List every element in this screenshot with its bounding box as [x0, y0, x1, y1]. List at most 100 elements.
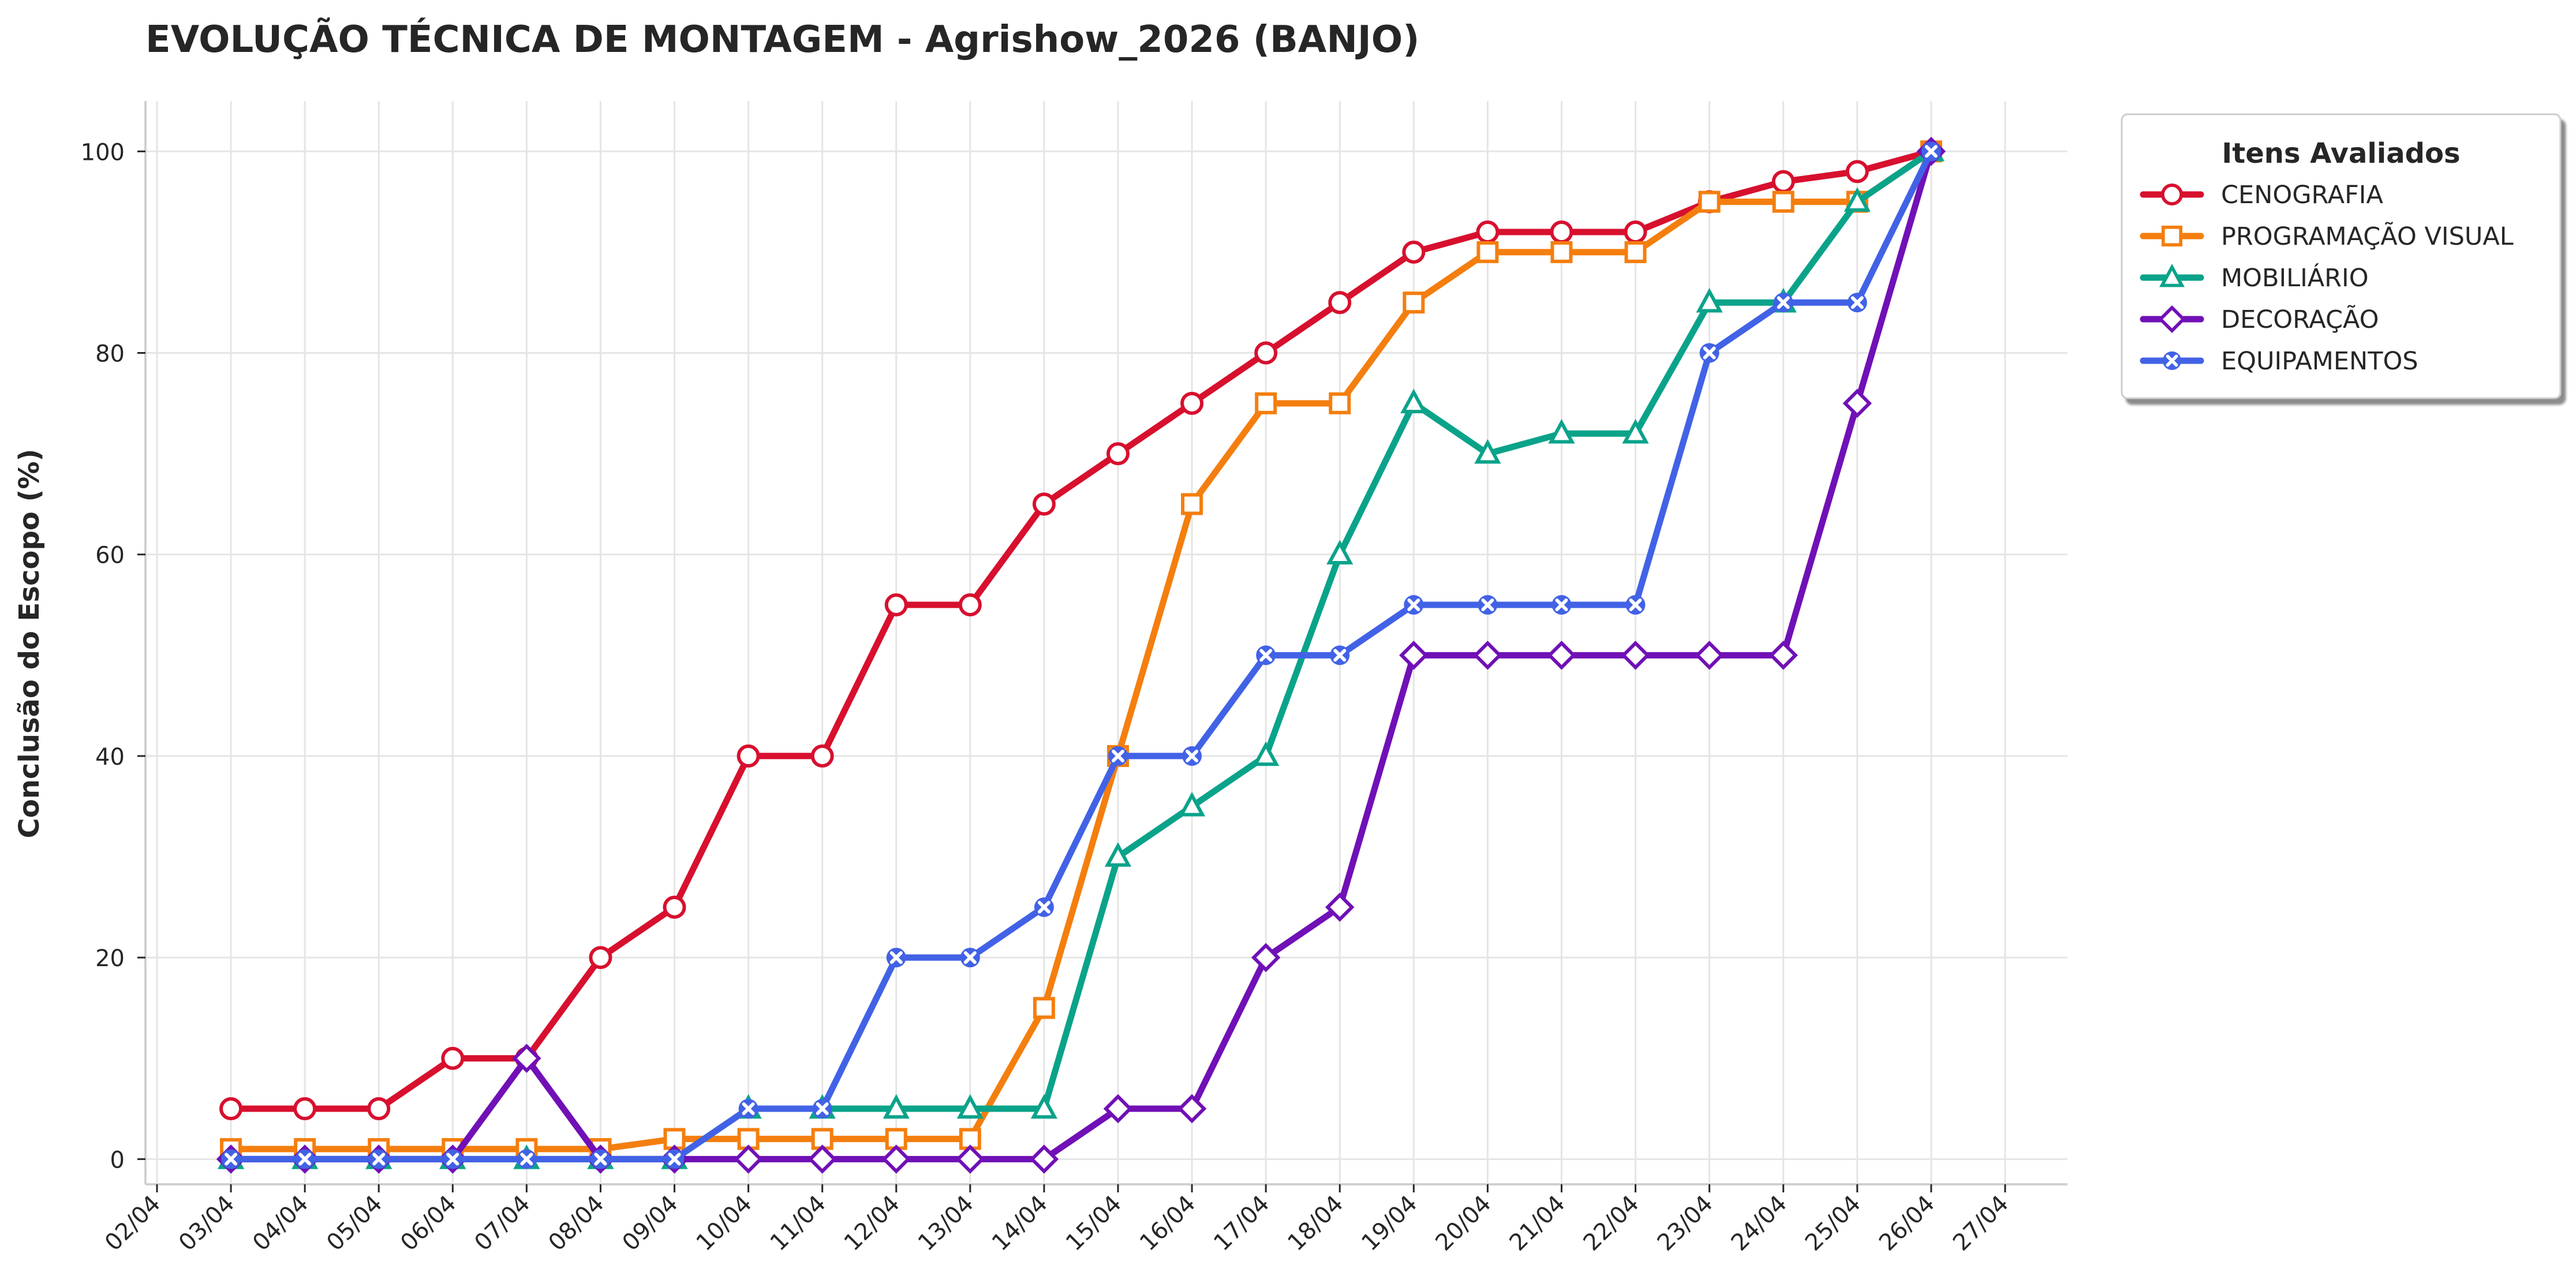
legend-label: PROGRAMAÇÃO VISUAL [2221, 222, 2514, 251]
legend-entry-programacao-visual: PROGRAMAÇÃO VISUAL [2140, 222, 2514, 251]
data-point-cenografia [1106, 442, 1130, 466]
data-point-mobiliario [1548, 418, 1575, 444]
data-point-decoracao [1325, 892, 1355, 922]
data-point-decoracao [1547, 641, 1576, 670]
x-tick-label: 07/04 [469, 1191, 535, 1256]
x-tick-label: 14/04 [987, 1191, 1053, 1256]
data-point-mobiliario [1696, 287, 1723, 313]
legend-label: CENOGRAFIA [2221, 181, 2383, 210]
data-point-equipamentos-cross [594, 1153, 607, 1166]
data-point-programacao-visual [1033, 997, 1055, 1019]
legend-marker [2158, 305, 2186, 333]
data-point-equipamentos [1256, 645, 1276, 665]
data-point-decoracao [1399, 641, 1429, 670]
data-point-equipamentos [1034, 897, 1054, 917]
x-tick-label: 08/04 [543, 1191, 609, 1256]
data-point-cenografia [293, 1097, 317, 1121]
data-point-equipamentos [738, 1099, 758, 1119]
data-point-equipamentos-cross [1703, 346, 1716, 360]
y-tick-label: 60 [95, 543, 125, 569]
data-point-equipamentos [1921, 141, 1941, 162]
series-line-programacao-visual [227, 148, 1935, 1153]
y-tick-label: 100 [81, 139, 125, 166]
x-tick-label: 26/04 [1874, 1191, 1940, 1256]
data-point-mobiliario [1326, 540, 1354, 564]
data-point-programacao-visual [1403, 291, 1425, 314]
data-point-mobiliario [883, 1094, 910, 1119]
data-point-equipamentos-cross [816, 1102, 829, 1116]
data-point-cenografia [1845, 160, 1869, 184]
data-point-equipamentos [1847, 293, 1867, 313]
legend-entries: CENOGRAFIA PROGRAMAÇÃO VISUAL MOBILIÁRIO DE… [2140, 181, 2514, 376]
legend-entry-cenografia: CENOGRAFIA [2140, 181, 2383, 210]
data-point-equipamentos-cross [1112, 749, 1124, 762]
data-point-equipamentos [590, 1149, 611, 1169]
data-point-cenografia [367, 1097, 391, 1121]
data-point-cenografia [219, 1097, 243, 1121]
data-point-cenografia [1254, 341, 1278, 365]
legend-marker [2161, 225, 2183, 247]
data-point-cenografia [884, 593, 908, 617]
data-point-equipamentos-cross [446, 1153, 459, 1166]
legend-title: Itens Avaliados [2222, 137, 2460, 170]
data-point-equipamentos [1404, 595, 1424, 615]
data-point-cenografia [441, 1046, 465, 1070]
series-line-decoracao [227, 148, 1935, 1162]
data-point-mobiliario [1844, 187, 1871, 212]
data-point-equipamentos [886, 948, 906, 968]
data-point-equipamentos [443, 1149, 463, 1169]
data-point-cenografia [810, 744, 834, 768]
x-tick-label: 17/04 [1209, 1191, 1274, 1256]
data-point-equipamentos [1182, 746, 1202, 766]
legend-box [2121, 113, 2562, 399]
data-point-equipamentos-cross [1555, 599, 1568, 612]
data-point-equipamentos-cross [889, 951, 903, 964]
data-point-equipamentos [812, 1099, 832, 1119]
data-point-mobiliario [1030, 1094, 1058, 1119]
data-point-equipamentos [1699, 343, 1719, 363]
legend-entry-mobiliario: MOBILIÁRIO [2140, 263, 2369, 293]
data-point-equipamentos-cross [1037, 900, 1050, 914]
data-point-programacao-visual [1772, 190, 1794, 213]
data-point-cenografia [1180, 391, 1204, 415]
data-point-equipamentos-cross [1186, 749, 1199, 762]
data-point-equipamentos [664, 1149, 685, 1169]
legend-label: MOBILIÁRIO [2221, 263, 2369, 293]
legend-marker [2159, 263, 2185, 287]
data-point-mobiliario [1474, 439, 1501, 464]
data-point-equipamentos [295, 1149, 315, 1169]
data-point-equipamentos-cross [742, 1102, 755, 1116]
data-point-equipamentos-cross [1924, 145, 1938, 158]
data-point-mobiliario [1178, 791, 1206, 817]
x-tick-label: 09/04 [618, 1191, 683, 1256]
series-equipamentos [221, 141, 1941, 1169]
legend-label: EQUIPAMENTOS [2221, 347, 2418, 376]
data-point-decoracao [1842, 388, 1872, 418]
data-point-cenografia [736, 744, 760, 768]
data-point-equipamentos-cross [1629, 599, 1642, 612]
data-point-equipamentos-cross [1777, 296, 1790, 309]
data-point-decoracao [1621, 641, 1650, 670]
legend-marker [2162, 351, 2182, 371]
data-point-cenografia [589, 946, 612, 970]
series-line-equipamentos [227, 148, 1935, 1162]
data-point-equipamentos-cross [1481, 599, 1494, 612]
data-point-equipamentos-cross [963, 951, 977, 964]
series-decoracao [216, 137, 1946, 1174]
data-point-equipamentos [1625, 595, 1646, 615]
data-point-decoracao [1029, 1144, 1059, 1174]
x-tick-label: 18/04 [1283, 1191, 1348, 1256]
data-point-mobiliario [1253, 741, 1280, 766]
x-tick-label: 11/04 [765, 1191, 831, 1256]
data-point-mobiliario [956, 1094, 984, 1119]
data-point-equipamentos-cross [520, 1153, 533, 1166]
x-tick-label: 22/04 [1579, 1191, 1644, 1256]
data-point-decoracao [807, 1144, 837, 1174]
data-point-equipamentos [960, 948, 980, 968]
data-point-equipamentos-cross [298, 1153, 312, 1166]
x-tick-label: 16/04 [1135, 1191, 1201, 1256]
y-axis-ticks: 0 20 40 60 80 100 [81, 139, 145, 1173]
data-point-equipamentos-cross [225, 1153, 238, 1166]
y-tick-label: 20 [95, 945, 125, 972]
